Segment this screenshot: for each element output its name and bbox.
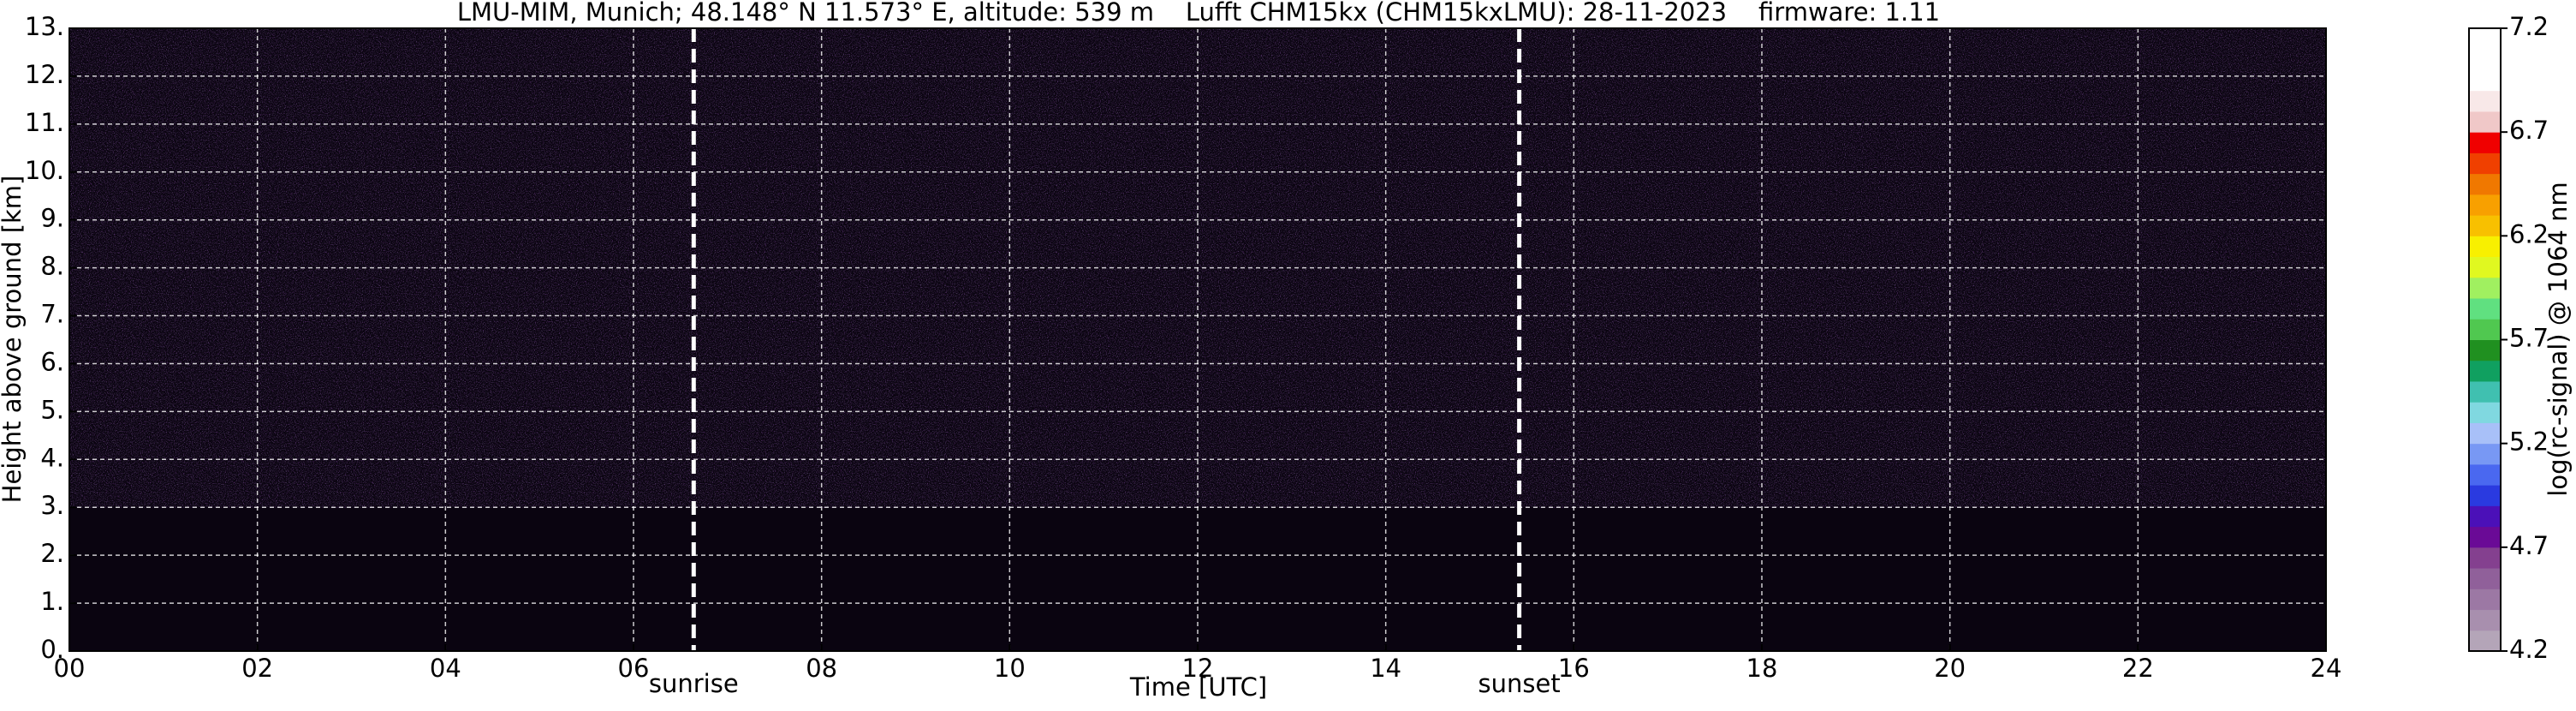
colorbar-tick-label: 4.2 — [2509, 635, 2549, 664]
colorbar-band — [2469, 360, 2501, 382]
colorbar-band — [2469, 152, 2501, 175]
colorbar-band — [2469, 609, 2501, 631]
y-tick-label: 1. — [40, 587, 64, 616]
colorbar-tick-label: 6.7 — [2509, 116, 2549, 145]
colorbar-band — [2469, 28, 2501, 50]
colorbar-band — [2469, 380, 2501, 403]
colorbar-band — [2469, 111, 2501, 133]
y-tick-label: 0. — [40, 635, 64, 664]
colorbar-band — [2469, 90, 2501, 112]
chart-title: LMU-MIM, Munich; 48.148° N 11.573° E, al… — [457, 0, 1940, 27]
colorbar-band — [2469, 132, 2501, 153]
y-tick-label: 12. — [25, 60, 64, 89]
colorbar-band — [2469, 277, 2501, 299]
colorbar-band — [2469, 236, 2501, 258]
colorbar-band — [2469, 630, 2501, 652]
colorbar-band — [2469, 589, 2501, 611]
x-tick-label: 00 — [54, 654, 86, 683]
y-tick-label: 2. — [40, 539, 64, 568]
colorbar-band — [2469, 422, 2501, 445]
colorbar-tick-label: 7.2 — [2509, 12, 2549, 41]
colorbar-band — [2469, 402, 2501, 423]
y-axis-label: Height above ground [km] — [0, 176, 27, 504]
colorbar-band — [2469, 194, 2501, 216]
y-tick-label: 7. — [40, 300, 64, 329]
x-axis-label: Time [UTC] — [1129, 672, 1267, 702]
colorbar-tick-label: 4.7 — [2509, 531, 2549, 560]
colorbar-band — [2469, 173, 2501, 195]
y-tick-label: 3. — [40, 491, 64, 520]
x-tick-label: 12 — [1182, 654, 1214, 683]
annotation-label: sunset — [1478, 669, 1561, 698]
y-tick-label: 10. — [25, 156, 64, 185]
x-tick-label: 14 — [1370, 654, 1401, 683]
x-tick-label: 10 — [994, 654, 1026, 683]
plot-layer — [68, 27, 2327, 652]
y-tick-label: 4. — [40, 443, 64, 472]
y-tick-label: 6. — [40, 347, 64, 376]
colorbar-band — [2469, 49, 2501, 70]
colorbar-tick-label: 5.2 — [2509, 427, 2549, 457]
colorbar-band — [2469, 463, 2501, 486]
colorbar-tick-label: 6.2 — [2509, 219, 2549, 248]
colorbar-tick-label: 5.7 — [2509, 324, 2549, 353]
x-tick-label: 22 — [2122, 654, 2154, 683]
colorbar-band — [2469, 298, 2501, 320]
x-tick-label: 24 — [2311, 654, 2342, 683]
colorbar-band — [2469, 568, 2501, 589]
x-tick-label: 20 — [1934, 654, 1966, 683]
colorbar-band — [2469, 505, 2501, 528]
x-tick-label: 18 — [1746, 654, 1778, 683]
colorbar-label: log(rc-signal) @ 1064 nm — [2543, 182, 2573, 496]
colorbar-band — [2469, 319, 2501, 340]
colorbar-band — [2469, 69, 2501, 92]
x-tick-label: 04 — [430, 654, 461, 683]
colorbar-band — [2469, 547, 2501, 569]
colorbar-band — [2469, 215, 2501, 236]
x-tick-label: 08 — [806, 654, 837, 683]
y-tick-label: 11. — [25, 108, 64, 137]
colorbar-band — [2469, 526, 2501, 548]
colorbar-band — [2469, 256, 2501, 278]
colorbar-band — [2469, 443, 2501, 465]
colorbar-band — [2469, 339, 2501, 361]
y-tick-label: 5. — [40, 395, 64, 424]
annotation-label: sunrise — [649, 669, 739, 698]
y-tick-label: 13. — [25, 12, 64, 41]
x-tick-label: 06 — [618, 654, 650, 683]
x-tick-label: 02 — [241, 654, 273, 683]
colorbar-band — [2469, 485, 2501, 506]
y-tick-label: 8. — [40, 252, 64, 281]
x-tick-label: 16 — [1558, 654, 1590, 683]
y-tick-label: 9. — [40, 204, 64, 233]
